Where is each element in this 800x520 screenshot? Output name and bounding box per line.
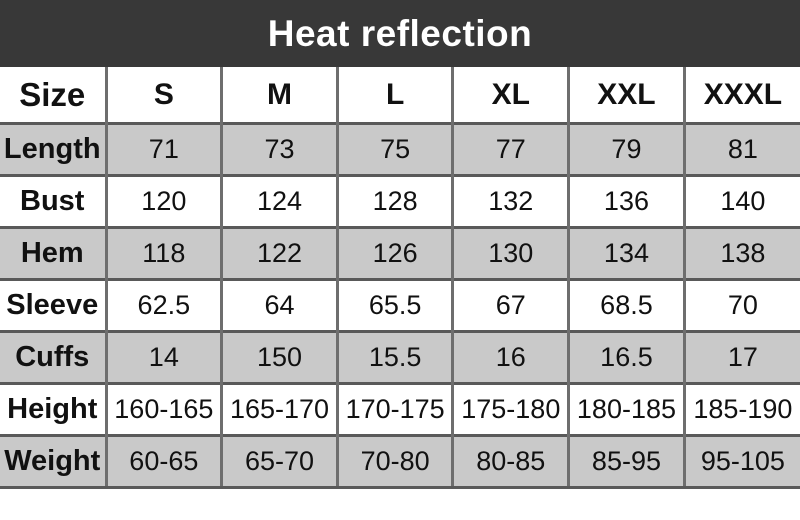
row-label: Bust xyxy=(0,174,106,228)
value-cell: 16 xyxy=(451,330,569,384)
value-cell: 128 xyxy=(335,174,453,228)
value-cell: 120 xyxy=(104,174,222,228)
size-table: Size S M L XL XXL XXXL Length 71 73 75 77 79 81 Bust 12… xyxy=(0,67,800,489)
header-cell: XL xyxy=(451,67,569,124)
size-chart-page: Heat reflection Size S M L XL XXL XXXL Length 71… xyxy=(0,0,800,489)
table-row: Height 160-165 165-170 170-175 175-180 180-18… xyxy=(0,382,800,436)
row-label: Cuffs xyxy=(0,330,106,384)
value-cell: 136 xyxy=(567,174,685,228)
value-cell: 180-185 xyxy=(567,382,685,436)
table-row: Cuffs 14 150 15.5 16 16.5 17 xyxy=(0,330,800,384)
value-cell: 17 xyxy=(682,330,800,384)
value-cell: 95-105 xyxy=(682,434,800,489)
value-cell: 130 xyxy=(451,226,569,280)
value-cell: 132 xyxy=(451,174,569,228)
value-cell: 14 xyxy=(104,330,222,384)
value-cell: 73 xyxy=(220,122,338,176)
header-row: Size S M L XL XXL XXXL xyxy=(0,67,800,124)
value-cell: 85-95 xyxy=(567,434,685,489)
header-cell: L xyxy=(335,67,453,124)
header-cell: XXL xyxy=(567,67,685,124)
chart-title: Heat reflection xyxy=(267,12,533,54)
value-cell: 70 xyxy=(682,278,800,332)
value-cell: 71 xyxy=(104,122,222,176)
row-label: Hem xyxy=(0,226,106,280)
value-cell: 124 xyxy=(220,174,338,228)
table-row: Length 71 73 75 77 79 81 xyxy=(0,122,800,176)
row-label: Sleeve xyxy=(0,278,106,332)
value-cell: 175-180 xyxy=(451,382,569,436)
header-cell: XXXL xyxy=(682,67,800,124)
value-cell: 77 xyxy=(451,122,569,176)
value-cell: 160-165 xyxy=(104,382,222,436)
table-row: Weight 60-65 65-70 70-80 80-85 85-95 95-105 xyxy=(0,434,800,489)
value-cell: 138 xyxy=(682,226,800,280)
chart-title-banner: Heat reflection xyxy=(0,0,800,67)
header-cell: S xyxy=(104,67,222,124)
row-label: Height xyxy=(0,382,106,436)
header-cell: M xyxy=(220,67,338,124)
value-cell: 15.5 xyxy=(335,330,453,384)
value-cell: 165-170 xyxy=(220,382,338,436)
value-cell: 64 xyxy=(220,278,338,332)
header-label-cell: Size xyxy=(19,75,86,113)
row-label: Weight xyxy=(0,434,106,489)
value-cell: 79 xyxy=(567,122,685,176)
table-row: Bust 120 124 128 132 136 140 xyxy=(0,174,800,228)
value-cell: 67 xyxy=(451,278,569,332)
value-cell: 60-65 xyxy=(104,434,222,489)
value-cell: 134 xyxy=(567,226,685,280)
value-cell: 65.5 xyxy=(335,278,453,332)
table-row: Hem 118 122 126 130 134 138 xyxy=(0,226,800,280)
value-cell: 75 xyxy=(335,122,453,176)
value-cell: 122 xyxy=(220,226,338,280)
value-cell: 70-80 xyxy=(335,434,453,489)
size-table-body: Size S M L XL XXL XXXL Length 71 73 75 77 79 81 Bust 12… xyxy=(0,67,800,489)
value-cell: 185-190 xyxy=(682,382,800,436)
value-cell: 81 xyxy=(682,122,800,176)
table-row: Sleeve 62.5 64 65.5 67 68.5 70 xyxy=(0,278,800,332)
value-cell: 16.5 xyxy=(567,330,685,384)
value-cell: 150 xyxy=(220,330,338,384)
value-cell: 126 xyxy=(335,226,453,280)
value-cell: 68.5 xyxy=(567,278,685,332)
value-cell: 65-70 xyxy=(220,434,338,489)
value-cell: 80-85 xyxy=(451,434,569,489)
value-cell: 140 xyxy=(682,174,800,228)
value-cell: 170-175 xyxy=(335,382,453,436)
value-cell: 62.5 xyxy=(104,278,222,332)
value-cell: 118 xyxy=(104,226,222,280)
row-label: Length xyxy=(0,122,106,176)
